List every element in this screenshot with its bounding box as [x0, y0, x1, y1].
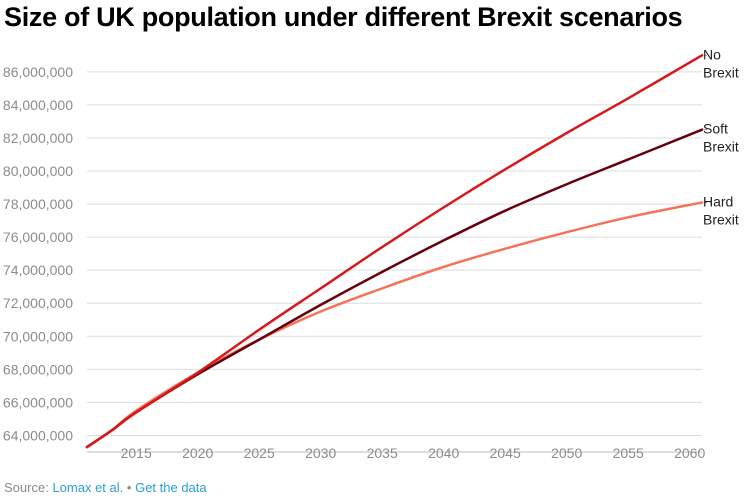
series-line-hard-brexit [85, 201, 704, 449]
x-tick-label: 2035 [367, 445, 398, 461]
y-tick-label: 74,000,000 [3, 262, 73, 278]
x-axis-tick-labels: 2015 2020 2025 2030 2035 2040 2045 2050 2055 2060 [121, 445, 706, 461]
x-tick-label: 2060 [674, 445, 705, 461]
chart-title: Size of UK population under different Br… [4, 2, 683, 32]
y-tick-label: 70,000,000 [3, 328, 73, 344]
y-tick-label: 86,000,000 [3, 64, 73, 80]
series-lines [85, 54, 704, 449]
x-tick-label: 2040 [428, 445, 459, 461]
y-tick-label: 72,000,000 [3, 295, 73, 311]
series-labels: No Brexit Soft Brexit Hard Brexit [703, 46, 739, 227]
series-label: Hard [703, 193, 733, 209]
series-label: No [703, 46, 721, 62]
y-axis-tick-labels: 64,000,000 66,000,000 68,000,000 70,000,000… [3, 64, 73, 444]
gridlines [87, 71, 702, 453]
x-tick-label: 2045 [490, 445, 521, 461]
footer-separator: • [126, 480, 132, 495]
y-tick-label: 82,000,000 [3, 130, 73, 146]
y-tick-label: 64,000,000 [3, 427, 73, 443]
series-label: Brexit [703, 64, 739, 80]
x-tick-label: 2030 [305, 445, 336, 461]
series-label: Soft [703, 121, 728, 137]
y-tick-label: 68,000,000 [3, 361, 73, 377]
y-tick-label: 66,000,000 [3, 394, 73, 410]
y-tick-label: 80,000,000 [3, 163, 73, 179]
footer: Source: Lomax et al. • Get the data [4, 480, 207, 495]
get-data-link[interactable]: Get the data [135, 480, 207, 495]
x-tick-label: 2050 [551, 445, 582, 461]
series-label: Brexit [703, 139, 739, 155]
source-link[interactable]: Lomax et al. [52, 480, 124, 495]
x-tick-label: 2055 [613, 445, 644, 461]
source-label: Source: [4, 480, 49, 495]
x-tick-label: 2025 [244, 445, 275, 461]
x-tick-label: 2015 [121, 445, 152, 461]
series-line-no-brexit [85, 54, 704, 449]
series-line-soft-brexit [85, 128, 704, 449]
series-label: Brexit [703, 211, 739, 227]
x-tick-label: 2020 [182, 445, 213, 461]
y-tick-label: 78,000,000 [3, 196, 73, 212]
y-tick-label: 84,000,000 [3, 97, 73, 113]
y-tick-label: 76,000,000 [3, 229, 73, 245]
